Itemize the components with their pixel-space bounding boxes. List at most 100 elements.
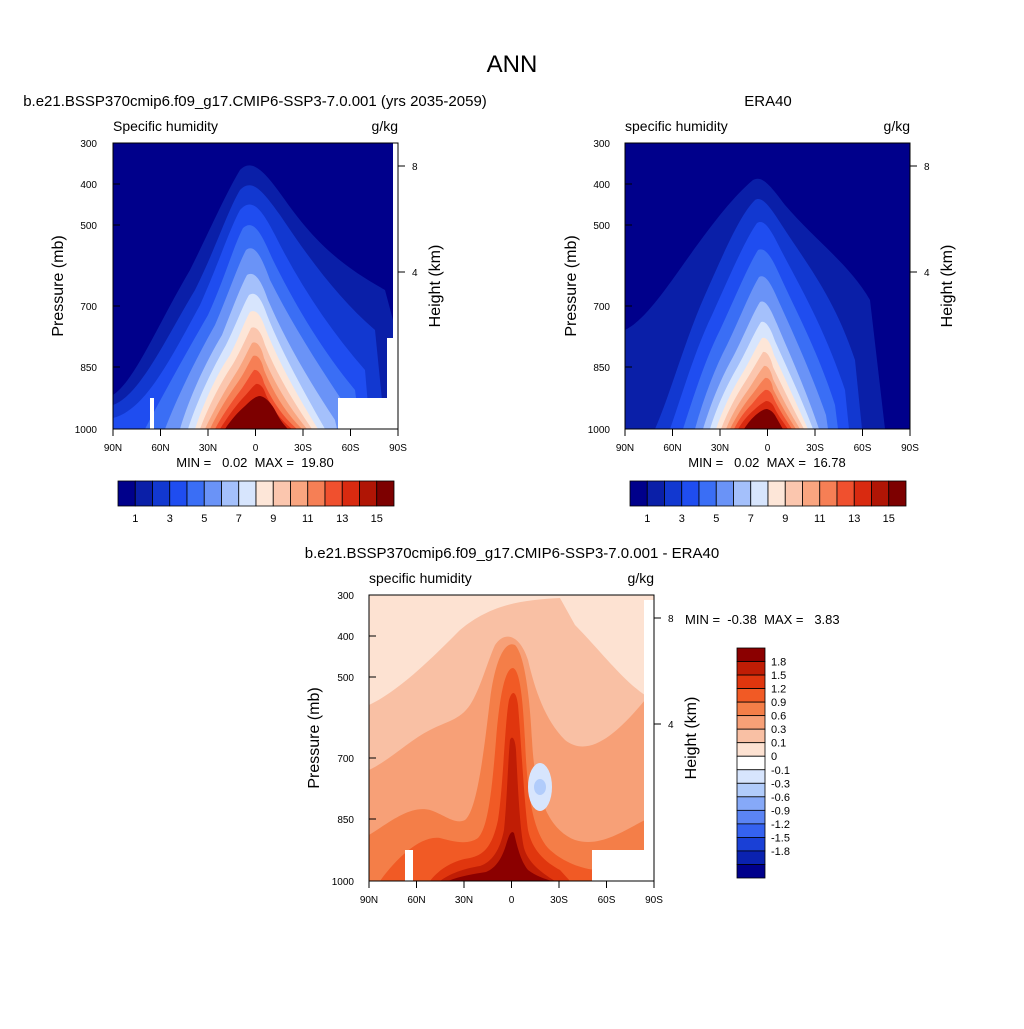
colorbar-swatch — [715, 480, 734, 507]
colorbar-swatch — [376, 480, 395, 507]
colorbar-swatch — [736, 809, 766, 825]
colorbar-tick-label: 0.3 — [771, 724, 786, 736]
colorbar-tick-label: 1.8 — [771, 657, 786, 669]
colorbar-tick-label: -1.8 — [771, 846, 790, 858]
colorbar-tick-label: 9 — [270, 513, 276, 525]
panel-model-variable: Specific humidity — [113, 118, 218, 134]
panel-diff-ytick: 400 — [337, 632, 354, 643]
colorbar-tick-label: 3 — [679, 513, 685, 525]
panel-era40-ylabel: Pressure (mb) — [563, 235, 580, 336]
panel-diff-stats: MIN = -0.38 MAX = 3.83 — [685, 612, 840, 627]
colorbar-tick-label: 0 — [771, 751, 777, 763]
panel-diff-plot — [369, 595, 654, 881]
colorbar-tick-label: 3 — [167, 513, 173, 525]
colorbar-tick-label: 0.6 — [771, 711, 786, 723]
colorbar-model: 1 3 5 7 9 11 13 15 — [117, 480, 395, 525]
panel-era40-ytick: 300 — [593, 139, 610, 150]
colorbar-tick-label: 11 — [302, 513, 313, 525]
panel-model-xtick: 90S — [389, 443, 407, 454]
panel-diff-title: b.e21.BSSP370cmip6.f09_g17.CMIP6-SSP3-7.… — [305, 545, 719, 562]
panel-era40-ticks — [624, 142, 917, 436]
colorbar-swatch — [736, 688, 766, 703]
colorbar-swatch — [629, 480, 648, 507]
colorbar-tick-label: 1 — [644, 513, 650, 525]
panel-era40-xtick: 60N — [663, 443, 681, 454]
panel-diff-xtick: 30N — [455, 895, 473, 906]
panel-diff-y2label: Height (km) — [683, 697, 700, 780]
panel-era40-ytick: 700 — [593, 302, 610, 313]
panel-diff: b.e21.BSSP370cmip6.f09_g17.CMIP6-SSP3-7.… — [305, 545, 840, 906]
colorbar-swatch — [324, 480, 343, 507]
colorbar-swatch — [784, 480, 803, 507]
panel-model-xtick: 0 — [253, 443, 259, 454]
panel-model-ytick: 1000 — [75, 425, 98, 436]
panel-model-y2tick: 4 — [412, 268, 418, 279]
colorbar-swatch — [238, 480, 257, 507]
colorbar-swatch — [888, 480, 907, 507]
colorbar-tick-label: 0.1 — [771, 738, 786, 750]
colorbar-diff: 1.81.5 1.20.9 0.60.3 0.10 -0.1-0.3 -0.6-0.9 -1… — [736, 647, 790, 879]
panel-era40-xtick: 0 — [765, 443, 771, 454]
colorbar-tick-label: -0.6 — [771, 792, 790, 804]
colorbar-tick-label: 7 — [748, 513, 754, 525]
colorbar-swatch — [736, 782, 766, 798]
colorbar-swatch — [736, 647, 766, 662]
colorbar-swatch — [152, 480, 171, 507]
panel-diff-ytick: 1000 — [332, 877, 355, 888]
panel-era40-ytick: 500 — [593, 221, 610, 232]
colorbar-swatch — [169, 480, 188, 507]
panel-diff-xtick: 0 — [509, 895, 515, 906]
panel-era40-ytick: 850 — [593, 363, 610, 374]
colorbar-swatch — [736, 674, 766, 689]
panel-diff-y2tick: 8 — [668, 614, 674, 625]
colorbar-swatch — [736, 755, 766, 771]
colorbar-swatch — [871, 480, 890, 507]
colorbar-swatch — [767, 480, 786, 507]
panel-era40-y2label: Height (km) — [939, 245, 956, 328]
colorbar-swatch — [290, 480, 309, 507]
colorbar-tick-label: -1.2 — [771, 819, 790, 831]
colorbar-tick-label: 5 — [201, 513, 207, 525]
colorbar-swatch — [736, 823, 766, 838]
panel-model-plot — [113, 143, 398, 430]
colorbar-tick-label: 1.2 — [771, 684, 786, 696]
panel-era40-y2tick: 8 — [924, 162, 930, 173]
colorbar-tick-label: 9 — [782, 513, 788, 525]
colorbar-swatch — [134, 480, 153, 507]
panel-diff-xtick: 90N — [360, 895, 378, 906]
panel-era40-title: ERA40 — [744, 93, 792, 110]
panel-era40-ytick: 1000 — [588, 425, 611, 436]
colorbar-tick-label: 13 — [848, 513, 860, 525]
colorbar-swatch — [836, 480, 855, 507]
colorbar-swatch — [736, 701, 766, 717]
colorbar-swatch — [736, 661, 766, 676]
main-title: ANN — [487, 51, 538, 78]
colorbar-swatch — [341, 480, 360, 507]
panel-model-xtick: 60N — [151, 443, 169, 454]
colorbar-tick-label: 15 — [371, 513, 383, 525]
panel-diff-ytick: 300 — [337, 591, 354, 602]
colorbar-swatch — [646, 480, 665, 507]
panel-model-xtick: 60S — [342, 443, 360, 454]
colorbar-swatch — [736, 796, 766, 811]
colorbar-swatch — [736, 837, 766, 852]
colorbar-swatch — [255, 480, 274, 507]
colorbar-tick-label: 13 — [336, 513, 348, 525]
panel-diff-ticks — [368, 594, 661, 888]
colorbar-tick-label: 5 — [713, 513, 719, 525]
panel-model-y2label: Height (km) — [427, 245, 444, 328]
colorbar-swatch — [736, 728, 766, 744]
colorbar-tick-label: -0.9 — [771, 805, 790, 817]
colorbar-swatch — [221, 480, 240, 507]
panel-model-xtick: 30N — [199, 443, 217, 454]
colorbar-swatch — [736, 742, 766, 757]
colorbar-swatch — [736, 850, 766, 865]
panel-diff-ylabel: Pressure (mb) — [306, 687, 323, 788]
panel-era40-variable: specific humidity — [625, 118, 728, 134]
panel-era40-y2tick: 4 — [924, 268, 930, 279]
panel-model-ytick: 400 — [80, 180, 97, 191]
panel-diff-xtick: 60S — [598, 895, 616, 906]
colorbar-swatch — [733, 480, 752, 507]
panel-model-ytick: 500 — [80, 221, 97, 232]
